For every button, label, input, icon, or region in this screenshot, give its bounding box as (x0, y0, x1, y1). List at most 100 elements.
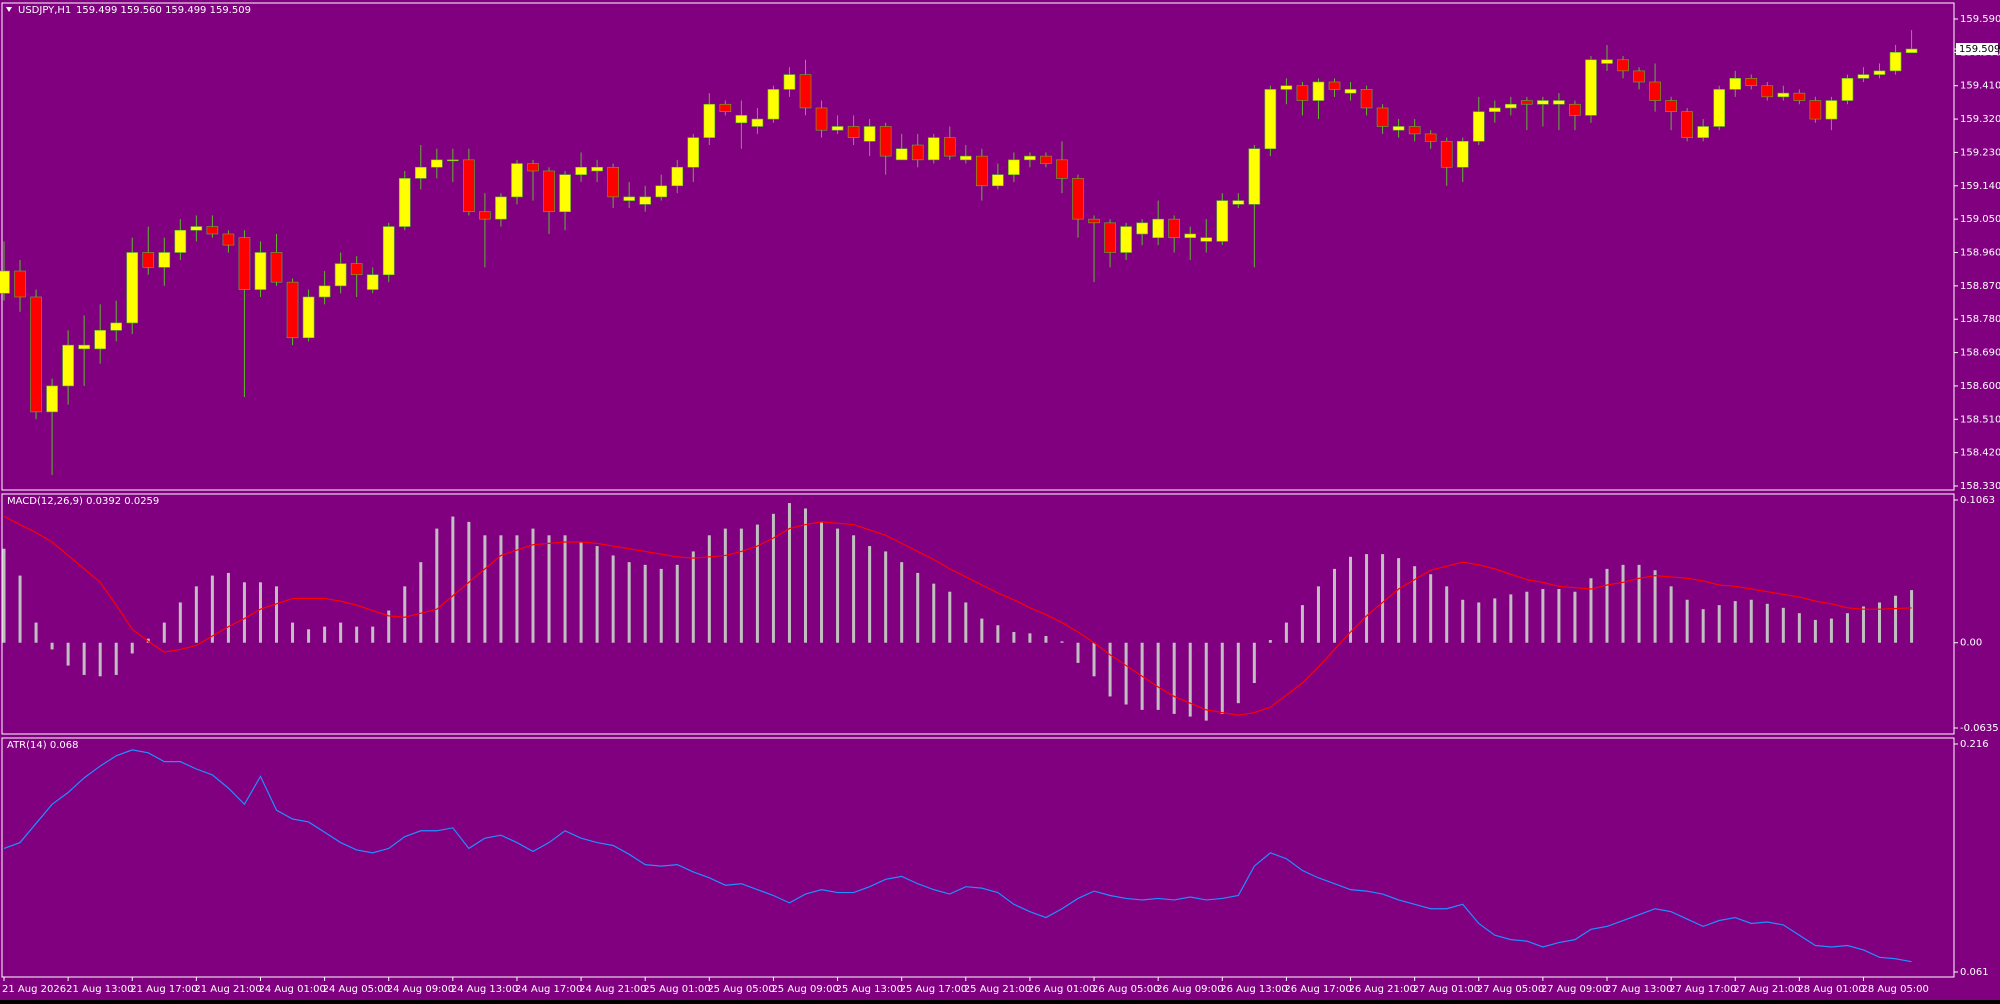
macd-bar (675, 564, 679, 643)
macd-bar (275, 586, 279, 643)
x-tick-label: 26 Aug 13:00 (1220, 984, 1287, 995)
candle-body (1040, 155, 1052, 164)
current-price-box (1956, 43, 1998, 56)
candle-body (671, 166, 684, 187)
macd-bar (948, 591, 952, 643)
x-tick-label: 27 Aug 21:00 (1733, 984, 1800, 995)
candle-body (959, 155, 972, 161)
macd-bar (130, 642, 134, 654)
macd-bar (1733, 601, 1737, 643)
candle-body (254, 252, 267, 290)
candle-body (1264, 89, 1277, 150)
candle-body (1857, 74, 1870, 79)
candle-body (222, 233, 235, 246)
macd-bar (1268, 640, 1272, 643)
candle-body (1521, 100, 1533, 105)
candle-body (270, 252, 283, 283)
x-tick-label: 21 Aug 2026 (2, 984, 66, 995)
candle-body (511, 163, 523, 198)
macd-bar (307, 629, 311, 643)
macd-bar (1252, 642, 1256, 684)
candle-body (1424, 133, 1437, 142)
candle-body (1216, 200, 1229, 242)
price-panel (1, 2, 1955, 491)
macd-bar (723, 528, 727, 643)
candle-body (879, 126, 892, 157)
candle-body (398, 178, 411, 227)
candle-body (1569, 103, 1581, 116)
candle-body (495, 196, 507, 220)
candle-body (1472, 111, 1485, 142)
macd-bar (34, 622, 38, 643)
candle-body (735, 115, 748, 124)
macd-bar (194, 586, 198, 643)
x-tick-label: 26 Aug 17:00 (1284, 984, 1351, 995)
candle-body (1152, 218, 1164, 238)
macd-bar (1621, 564, 1625, 643)
candle-body (976, 155, 988, 187)
x-tick-label: 24 Aug 01:00 (258, 984, 325, 995)
x-tick-label: 27 Aug 17:00 (1669, 984, 1736, 995)
candle-body (1232, 200, 1245, 205)
macd-bar (1429, 574, 1433, 643)
macd-bar (1108, 642, 1112, 697)
candle-body (1905, 48, 1918, 54)
candle-body (1761, 85, 1774, 98)
candle-body (1008, 159, 1020, 175)
candle-body (1104, 222, 1116, 253)
x-tick-label: 27 Aug 01:00 (1413, 984, 1480, 995)
x-tick-label: 26 Aug 09:00 (1156, 984, 1223, 995)
macd-bar (1861, 606, 1865, 643)
x-tick-label: 24 Aug 09:00 (387, 984, 454, 995)
candle-body (767, 89, 780, 120)
candle-body (1312, 81, 1325, 101)
candle-body (1120, 226, 1132, 253)
candle-body (142, 252, 155, 268)
macd-bar (1300, 605, 1304, 643)
candle-body (1585, 59, 1597, 116)
macd-bar (691, 551, 695, 643)
candle-body (1793, 92, 1806, 101)
atr-panel (1, 737, 1955, 978)
macd-bar (1477, 602, 1481, 643)
macd-bar (659, 568, 663, 643)
macd-bar (836, 528, 840, 643)
candle-body (238, 237, 251, 290)
x-tick-label: 24 Aug 17:00 (515, 984, 582, 995)
macd-bar (1541, 589, 1545, 643)
candle-body (927, 137, 940, 161)
candle-body (992, 174, 1004, 187)
macd-bar (339, 622, 343, 643)
candle-body (350, 263, 363, 276)
candle-body (1713, 89, 1726, 127)
macd-bar (178, 602, 182, 643)
macd-bar (1605, 568, 1609, 643)
macd-bar (355, 626, 359, 643)
x-tick-label: 28 Aug 01:00 (1797, 984, 1864, 995)
y-tick-label: 159.140 (1960, 181, 2000, 192)
macd-bar (1910, 590, 1914, 643)
y-tick-label: -0.0635 (1960, 723, 1999, 734)
macd-bar (242, 582, 246, 643)
macd-bar (1765, 603, 1769, 643)
macd-bar (900, 562, 904, 643)
macd-bar (996, 625, 1000, 643)
candle-body (543, 170, 555, 213)
macd-bar (1124, 642, 1128, 705)
macd-bar (1461, 599, 1465, 643)
candle-body (62, 344, 74, 387)
candle-body (110, 322, 123, 331)
macd-bar (387, 610, 391, 643)
macd-bar (1845, 613, 1849, 643)
macd-bar (739, 528, 743, 643)
macd-bar (1813, 619, 1817, 643)
candle-body (751, 118, 764, 127)
candle-body (687, 137, 700, 168)
candle-body (1136, 222, 1148, 235)
x-tick-label: 21 Aug 17:00 (130, 984, 197, 995)
x-tick-label: 25 Aug 13:00 (836, 984, 903, 995)
macd-bar (787, 503, 791, 643)
menu-triangle[interactable] (6, 7, 12, 12)
macd-bar (2, 548, 6, 643)
macd-bar (515, 535, 519, 643)
